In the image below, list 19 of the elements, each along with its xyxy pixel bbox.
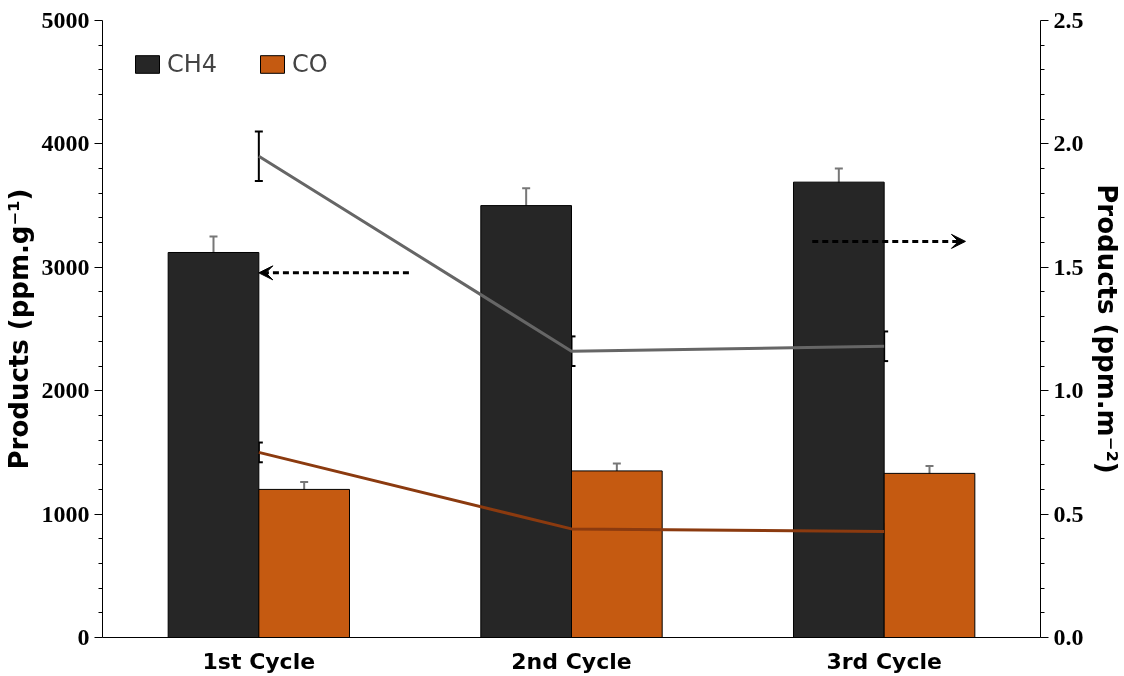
- y-tick-label: 3000: [41, 253, 90, 280]
- y2-tick-label: 2.5: [1053, 7, 1084, 33]
- y-tick-label: 1000: [41, 500, 90, 527]
- y-tick-label: 4000: [41, 130, 90, 157]
- y2-axis-title: Products (ppm.m⁻²): [1091, 184, 1122, 474]
- legend-label: CH4: [167, 50, 218, 78]
- y2-tick-label: 1.0: [1053, 377, 1084, 404]
- y2-tick-label: 1.5: [1053, 253, 1084, 280]
- y-tick-label: 5000: [41, 7, 90, 33]
- x-tick-label: 2nd Cycle: [511, 648, 632, 674]
- legend-label: CO: [292, 50, 328, 78]
- x-tick-label: 3rd Cycle: [826, 648, 942, 674]
- y2-tick-label: 0.0: [1053, 624, 1084, 650]
- y-axis-title: Products (ppm.g⁻¹): [3, 188, 34, 470]
- y-tick-label: 2000: [41, 377, 90, 404]
- y2-tick-label: 2.0: [1053, 130, 1084, 157]
- y-tick-label: 0: [77, 624, 90, 650]
- x-tick-label: 1st Cycle: [202, 648, 316, 674]
- y2-tick-label: 0.5: [1053, 500, 1084, 527]
